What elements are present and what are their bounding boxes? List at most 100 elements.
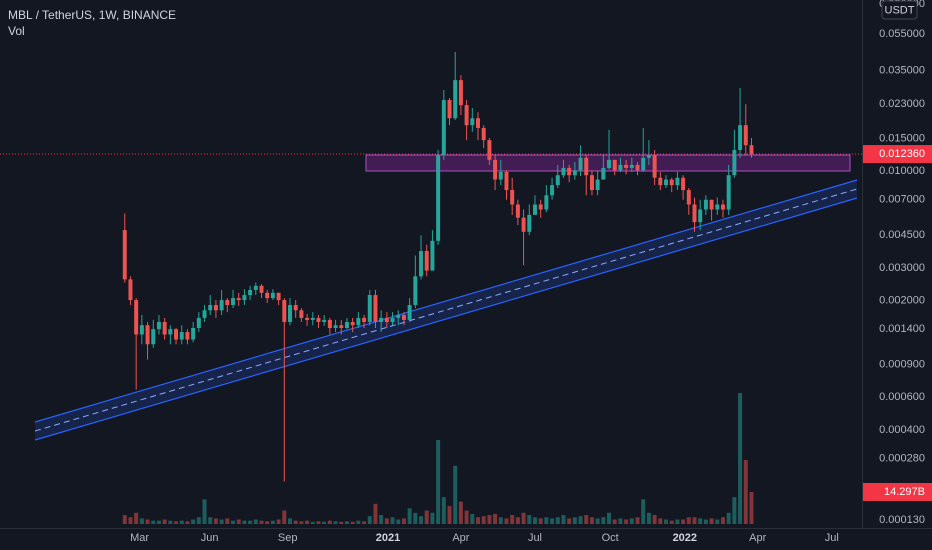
volume-bar — [664, 519, 669, 524]
candle-body — [287, 305, 292, 323]
candle-body — [578, 157, 583, 171]
candle-body — [225, 300, 230, 306]
x-tick-label: Jun — [201, 532, 219, 544]
y-tick-label: 0.003000 — [879, 262, 925, 274]
volume-bar — [441, 497, 446, 524]
volume-bar — [322, 521, 327, 524]
candle-body — [219, 300, 224, 311]
volume-bar — [709, 518, 714, 524]
x-tick-label: Sep — [278, 532, 298, 544]
candle-body — [419, 251, 424, 277]
volume-bar — [532, 517, 537, 524]
candle-body — [498, 171, 503, 180]
candle-body — [151, 329, 156, 345]
volume-bar — [305, 520, 310, 524]
y-tick-label: 0.023000 — [879, 98, 925, 110]
candle-body — [379, 317, 384, 323]
candle-body — [612, 159, 617, 171]
candle-body — [424, 251, 429, 271]
candle-body — [305, 317, 310, 320]
volume-bar — [270, 520, 275, 524]
candle-body — [720, 204, 725, 210]
candle-body — [401, 314, 406, 320]
last-price-box — [863, 145, 932, 164]
candle-body — [174, 329, 179, 340]
candle-body — [669, 179, 674, 186]
volume-bar — [493, 513, 498, 524]
candle-body — [322, 319, 327, 323]
candle-body — [618, 164, 623, 171]
volume-bar — [168, 520, 173, 524]
volume-bar — [538, 518, 543, 524]
candle-body — [413, 276, 418, 306]
currency-label: USDT — [885, 4, 915, 16]
x-tick-label: 2021 — [376, 532, 400, 544]
y-tick-label: 0.000400 — [879, 424, 925, 436]
candle-body — [185, 332, 190, 340]
volume-bar — [253, 519, 258, 524]
candle-body — [629, 164, 634, 168]
candle-body — [743, 125, 748, 146]
channel-lower — [34, 197, 858, 441]
candle-body — [128, 279, 133, 301]
volume-bar — [555, 517, 560, 524]
volume-bar — [476, 517, 480, 524]
volume-bar — [510, 515, 515, 524]
y-tick-label: 0.035000 — [879, 64, 925, 76]
candle-body — [681, 177, 686, 191]
volume-bar — [726, 512, 731, 524]
channel-upper — [34, 179, 858, 423]
volume-bar — [413, 512, 418, 524]
candle-body — [333, 325, 338, 329]
candle-body — [538, 204, 543, 210]
volume-bar — [584, 515, 589, 524]
volume-bar — [179, 520, 184, 524]
volume-bar — [629, 518, 634, 524]
volume-bar — [293, 520, 298, 524]
candle-body — [749, 145, 754, 155]
volume-bar — [601, 517, 606, 524]
candle-body — [664, 179, 669, 186]
last-volume-label: 14.297B — [884, 486, 925, 498]
volume-bar — [715, 519, 720, 524]
channel-fill — [35, 180, 857, 440]
candle-body — [350, 322, 355, 326]
volume-bar — [373, 503, 378, 524]
volume-bar — [635, 517, 640, 524]
candle-body — [168, 329, 173, 335]
candle-body — [316, 317, 321, 323]
candle-body — [339, 325, 344, 329]
candle-body — [407, 305, 412, 320]
volume-bar — [453, 465, 458, 524]
candle-body — [738, 125, 743, 150]
volume-bar — [658, 518, 663, 524]
candle-body — [703, 199, 708, 210]
volume-bar — [128, 517, 133, 524]
volume-bar — [145, 519, 150, 524]
candle-body — [191, 328, 196, 340]
candle-body — [134, 300, 139, 335]
candle-body — [601, 167, 606, 180]
candle-body — [156, 322, 161, 330]
candle-body — [265, 292, 270, 299]
volume-bar — [419, 516, 424, 524]
volume-bar — [327, 520, 332, 524]
volume-bar — [202, 499, 207, 524]
volume-bar — [732, 497, 737, 524]
volume-bar — [698, 518, 703, 524]
volume-bar — [447, 506, 452, 524]
candle-body — [373, 295, 378, 323]
volume-bar — [641, 499, 646, 524]
currency-badge: USDT — [881, 0, 918, 20]
candle-body — [145, 325, 150, 345]
volume-bar — [703, 519, 708, 524]
volume-bar — [139, 518, 144, 524]
volume-bar — [390, 517, 395, 524]
volume-bar — [191, 519, 196, 524]
candle-body — [544, 195, 549, 210]
candle-body — [356, 317, 361, 326]
volume-bar — [515, 517, 520, 524]
volume-bar — [544, 517, 549, 524]
